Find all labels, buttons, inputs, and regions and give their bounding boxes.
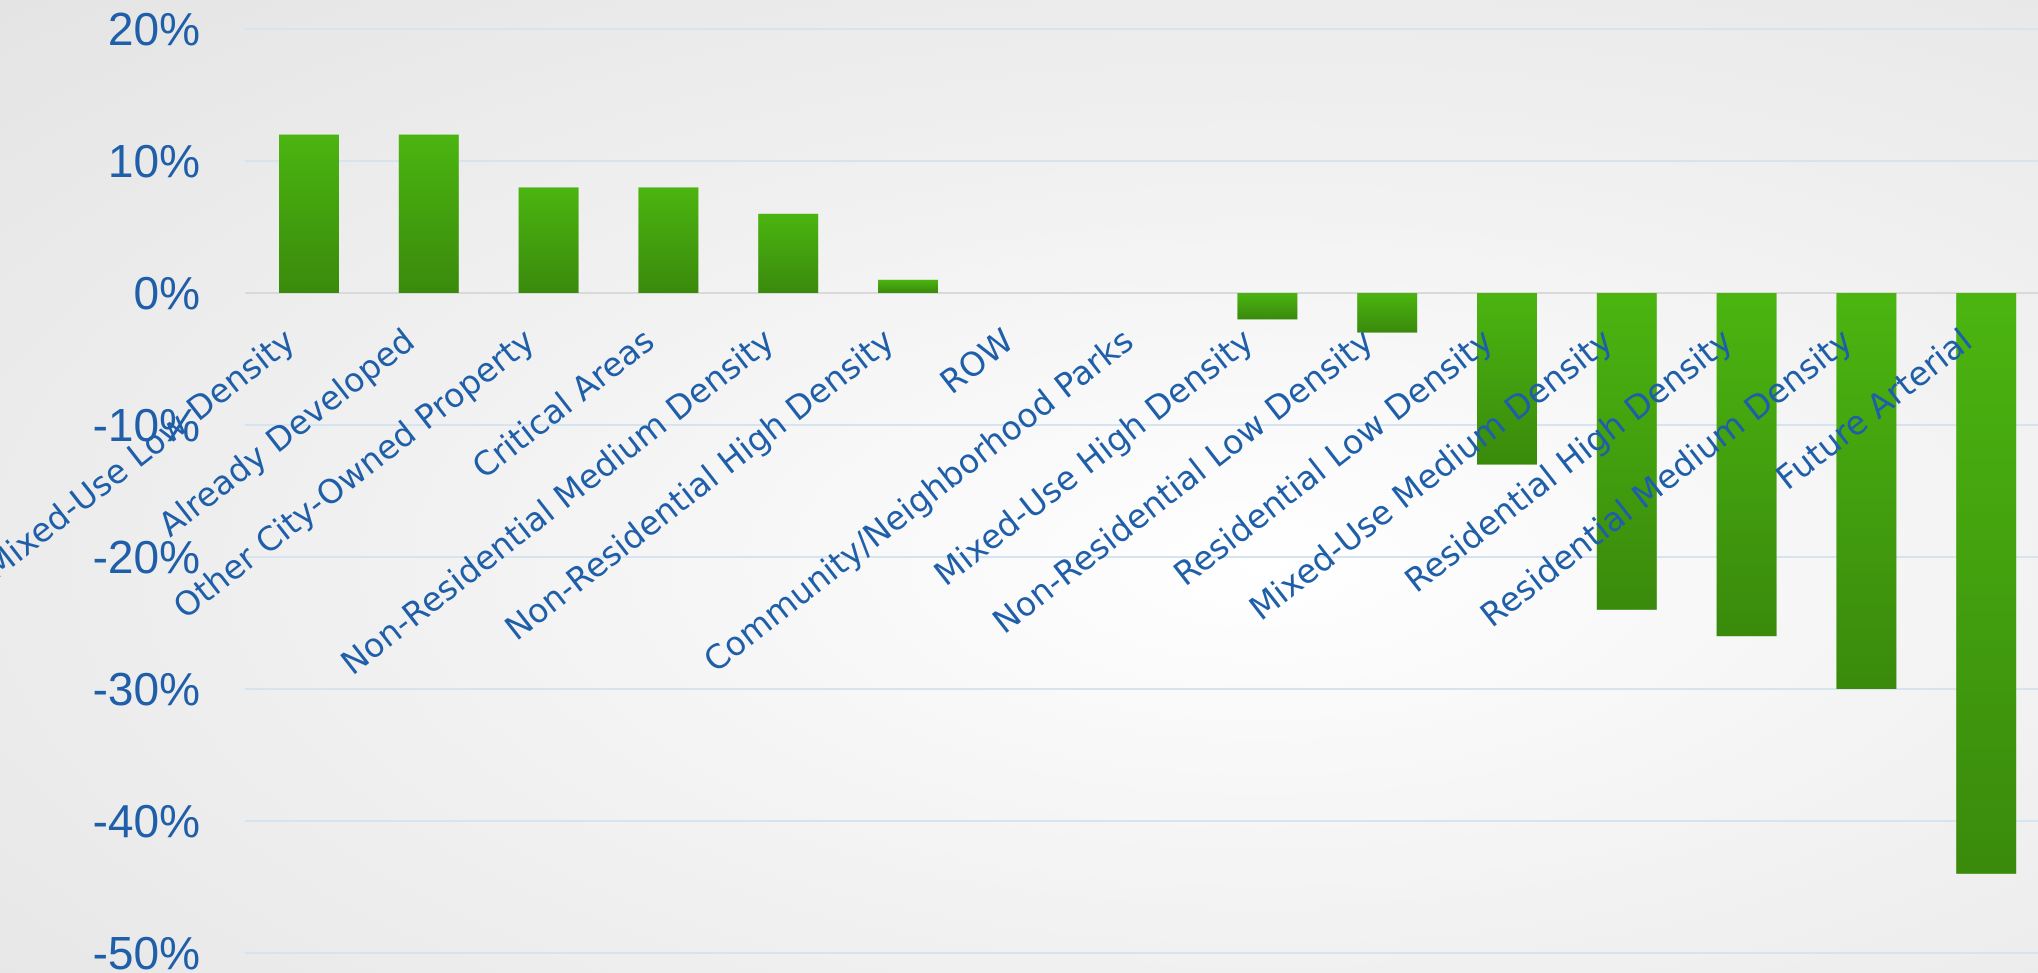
category-label: Community/Neighborhood Parks [696,321,1140,680]
bar [1956,293,2017,874]
y-tick-label: -50% [93,927,200,973]
category-label: Non-Residential Medium Density [333,321,781,683]
bar [398,134,459,293]
y-tick-label: -30% [93,663,200,715]
y-tick-label: 10% [108,135,200,187]
bars [279,134,2017,874]
bar [758,213,819,293]
bar [1357,293,1418,333]
bar [878,279,938,293]
y-tick-label: -20% [93,531,200,583]
bar [518,187,579,293]
bar [1237,293,1298,320]
bar [279,134,339,293]
y-tick-label: -10% [93,399,200,451]
y-tick-label: -40% [93,795,200,847]
y-tick-label: 20% [108,3,200,55]
bar [1596,293,1657,610]
y-tick-label: 0% [134,267,200,319]
bar [638,187,699,293]
category-label: ROW [932,321,1020,402]
bar [1836,293,1897,689]
bar [1477,293,1537,465]
y-axis-tick-labels: 20% 10% 0% -10% -20% -30% -40% -50% [93,3,200,973]
bar [1716,293,1777,637]
